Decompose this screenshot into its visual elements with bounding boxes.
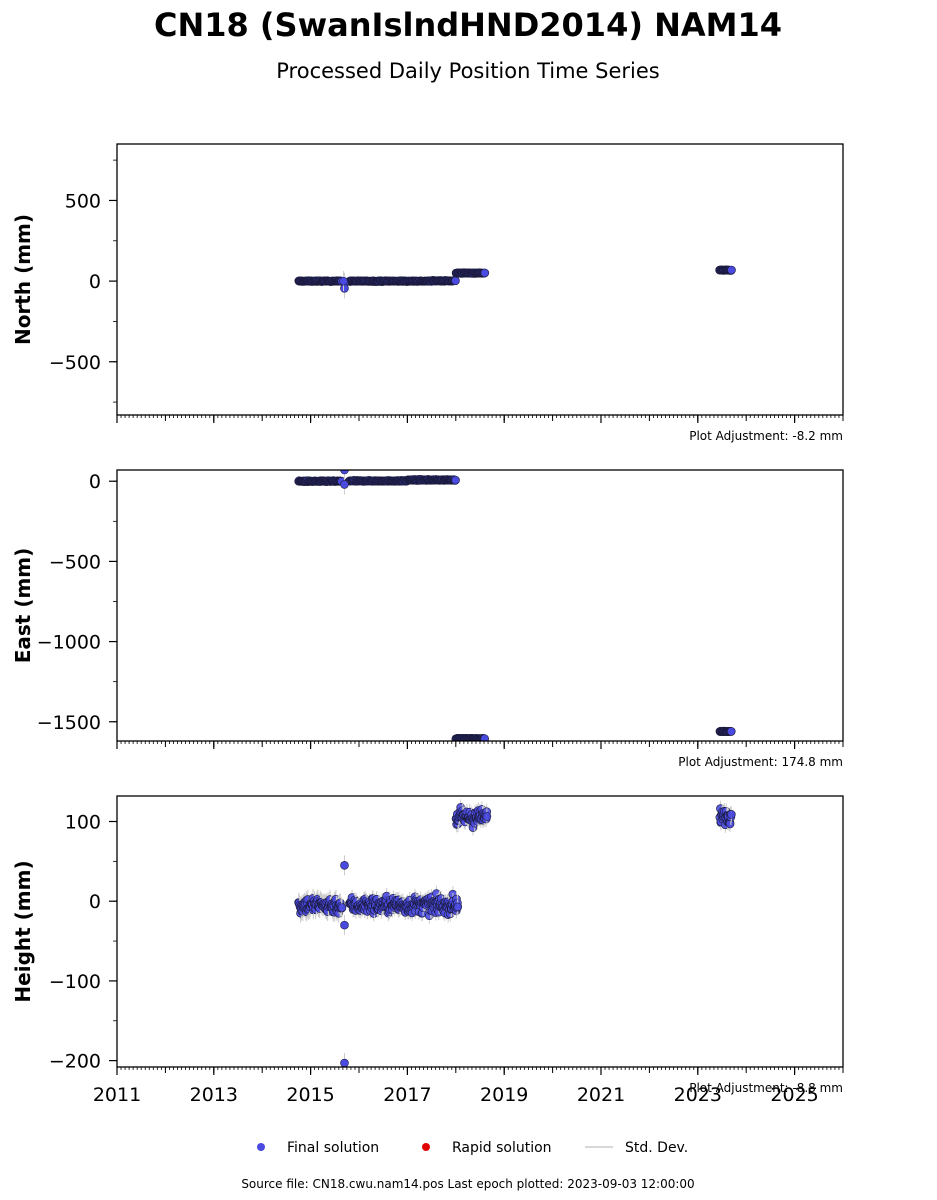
- axes-frame: [116, 795, 844, 1068]
- x-tick-label: 2023: [674, 1084, 722, 1106]
- y-axis-label: North (mm): [11, 214, 35, 345]
- chart-subtitle: Processed Daily Position Time Series: [276, 59, 660, 83]
- panel-1: −1500 −1000 −500 0 East (mm) Plot Adjustment:…: [11, 469, 844, 769]
- footer-source: Source file: CN18.cwu.nam14.pos Last epo…: [241, 1177, 694, 1191]
- data-point: [727, 265, 736, 275]
- x-tick-label: 2013: [190, 1084, 238, 1106]
- data-point-outlier: [340, 284, 349, 293]
- data-points: [294, 265, 736, 299]
- data-point-outlier: [339, 276, 348, 286]
- x-tick-label: 2021: [577, 1084, 625, 1106]
- x-tick-label: 2017: [383, 1084, 431, 1106]
- plot-adjustment-label: Plot Adjustment: -8.2 mm: [689, 429, 843, 443]
- x-tick-label: 2025: [770, 1084, 818, 1106]
- y-tick-label: −1000: [37, 632, 101, 654]
- legend-std-label: Std. Dev.: [625, 1140, 688, 1156]
- data-points: [294, 470, 736, 741]
- x-tick-label: 2019: [480, 1084, 528, 1106]
- y-tick-label: −200: [49, 1051, 101, 1073]
- data-point-outlier: [340, 861, 349, 870]
- data-point-outlier: [340, 920, 349, 930]
- data-point: [453, 902, 463, 912]
- data-point: [727, 810, 736, 819]
- data-point-outlier: [340, 470, 349, 475]
- y-tick-label: 100: [65, 812, 101, 834]
- panel-0: −500 0 500 North (mm) Plot Adjustment: -8.2 …: [11, 143, 844, 443]
- legend-final-label: Final solution: [287, 1140, 379, 1156]
- axes-frame: [116, 469, 844, 742]
- x-tick-label: 2011: [93, 1084, 141, 1106]
- data-point: [451, 475, 460, 485]
- panels: −500 0 500 North (mm) Plot Adjustment: -8.2 …: [11, 143, 844, 1106]
- x-tick-label: 2015: [286, 1084, 334, 1106]
- data-point: [726, 727, 736, 736]
- y-axis-label: East (mm): [11, 548, 35, 664]
- legend-final-marker: [257, 1143, 265, 1151]
- data-points: [294, 799, 736, 1067]
- data-point-outlier: [340, 1058, 349, 1067]
- data-point: [482, 812, 492, 821]
- legend-rapid-label: Rapid solution: [452, 1140, 552, 1156]
- axes-frame: [116, 143, 844, 416]
- panel-2: 2011 2013 2015 2017 2019 2021 2023 2025 −200 −100…: [11, 795, 844, 1106]
- y-tick-label: 0: [89, 891, 101, 913]
- y-axis-label: Height (mm): [11, 860, 35, 1002]
- plot-adjustment-label: Plot Adjustment: 174.8 mm: [678, 755, 843, 769]
- y-tick-label: 0: [89, 271, 101, 293]
- y-tick-label: −100: [49, 971, 101, 993]
- data-point: [337, 903, 347, 912]
- y-tick-label: −1500: [37, 712, 101, 734]
- chart-title: CN18 (SwanIslndHND2014) NAM14: [154, 6, 782, 44]
- data-point: [451, 276, 460, 286]
- y-tick-label: −500: [49, 551, 101, 573]
- legend: Final solution Rapid solution Std. Dev.: [257, 1140, 688, 1156]
- y-tick-label: 0: [89, 471, 101, 493]
- data-point-outlier: [340, 480, 349, 489]
- y-tick-label: 500: [65, 190, 101, 212]
- y-tick-label: −500: [49, 352, 101, 374]
- plot-adjustment-label: Plot Adjustment: -8.8 mm: [689, 1081, 843, 1095]
- data-point: [480, 268, 490, 278]
- legend-rapid-marker: [422, 1143, 430, 1151]
- data-point: [480, 734, 489, 741]
